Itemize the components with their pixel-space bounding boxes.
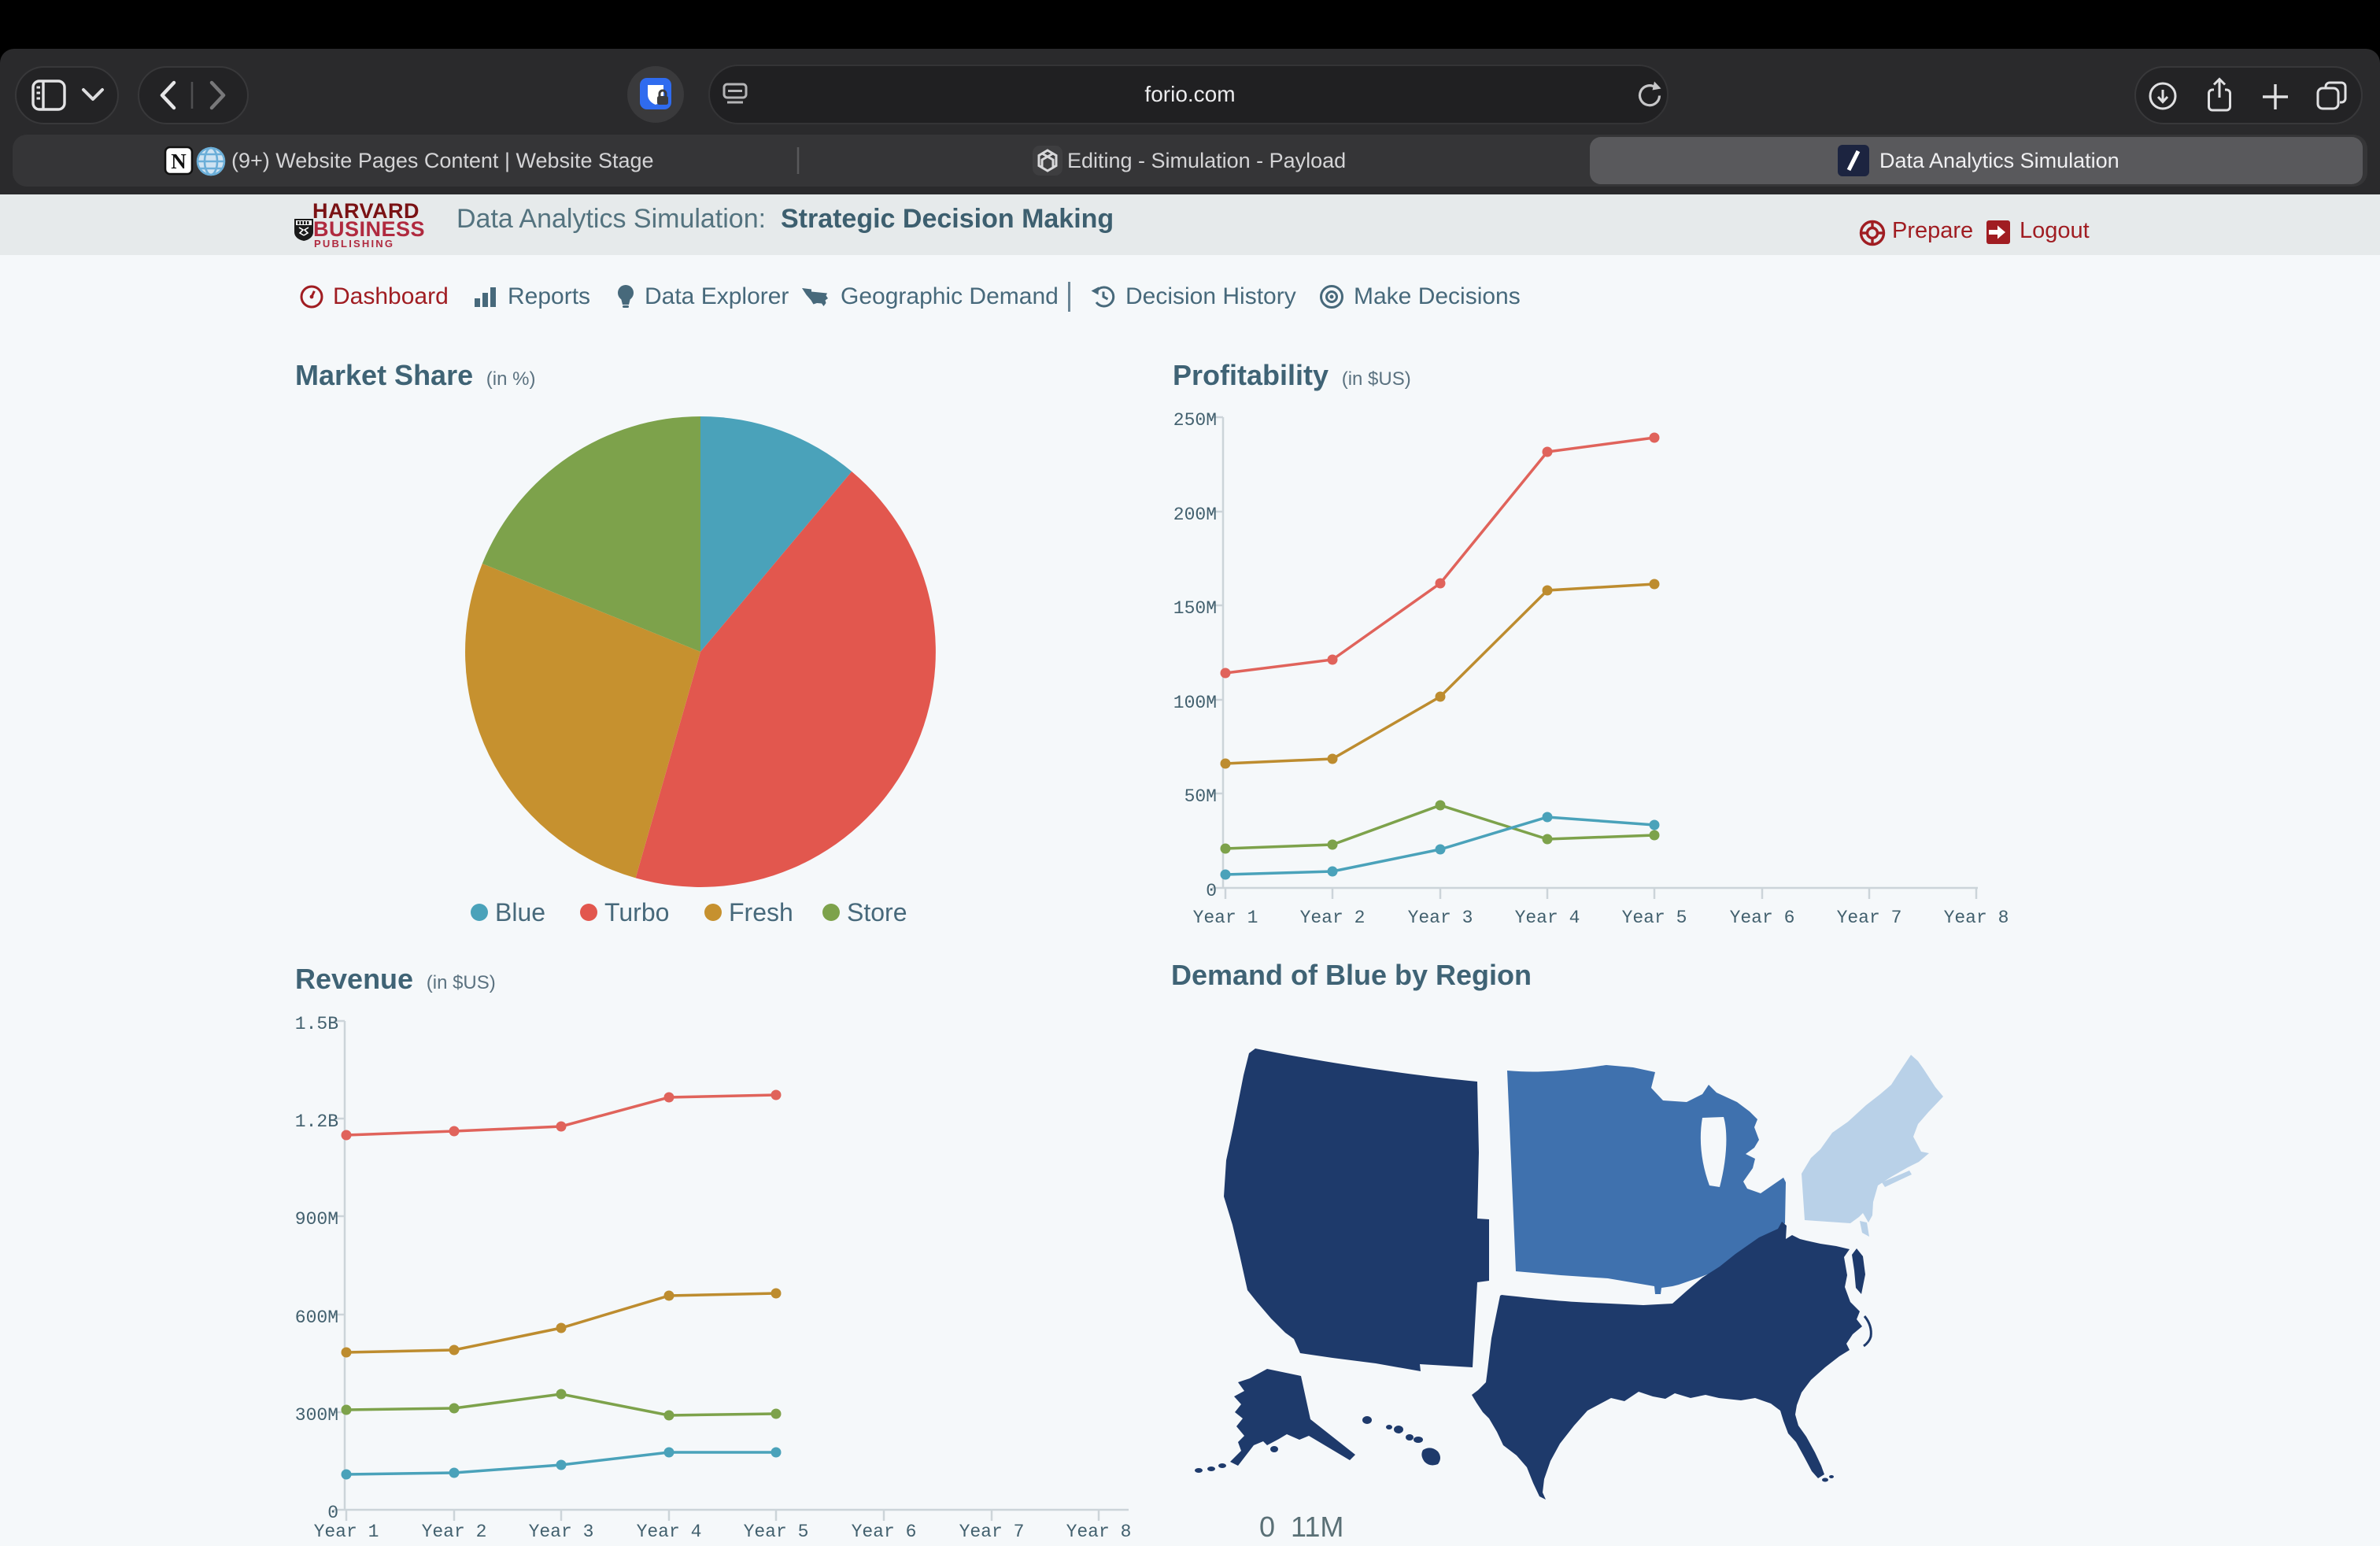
svg-text:1.2B: 1.2B xyxy=(295,1111,338,1132)
svg-text:Year 4: Year 4 xyxy=(1515,908,1580,928)
svg-text:250M: 250M xyxy=(1173,410,1217,431)
svg-text:Year 6: Year 6 xyxy=(1730,908,1795,928)
svg-text:300M: 300M xyxy=(295,1405,338,1426)
svg-text:Year 1: Year 1 xyxy=(314,1522,379,1542)
svg-text:100M: 100M xyxy=(1173,693,1217,713)
svg-text:Year 7: Year 7 xyxy=(1837,908,1902,928)
svg-text:150M: 150M xyxy=(1173,598,1217,619)
svg-text:Year 1: Year 1 xyxy=(1193,908,1258,928)
svg-text:0: 0 xyxy=(1206,881,1217,901)
svg-text:Year 6: Year 6 xyxy=(852,1522,917,1542)
svg-text:Year 2: Year 2 xyxy=(422,1522,487,1542)
svg-text:Year 3: Year 3 xyxy=(529,1522,594,1542)
svg-text:Year 5: Year 5 xyxy=(1622,908,1687,928)
svg-text:Year 4: Year 4 xyxy=(637,1522,702,1542)
svg-text:Year 7: Year 7 xyxy=(959,1522,1025,1542)
svg-text:Year 2: Year 2 xyxy=(1300,908,1366,928)
svg-text:Year 5: Year 5 xyxy=(744,1522,809,1542)
svg-text:0: 0 xyxy=(327,1503,338,1523)
svg-text:Year 8: Year 8 xyxy=(1944,908,2009,928)
svg-text:600M: 600M xyxy=(295,1307,338,1328)
svg-text:Year 3: Year 3 xyxy=(1408,908,1473,928)
svg-text:900M: 900M xyxy=(295,1209,338,1230)
svg-text:Year 8: Year 8 xyxy=(1066,1522,1132,1542)
svg-text:200M: 200M xyxy=(1173,505,1217,525)
svg-text:N: N xyxy=(171,150,187,173)
svg-text:1.5B: 1.5B xyxy=(295,1014,338,1034)
svg-text:50M: 50M xyxy=(1184,786,1217,807)
